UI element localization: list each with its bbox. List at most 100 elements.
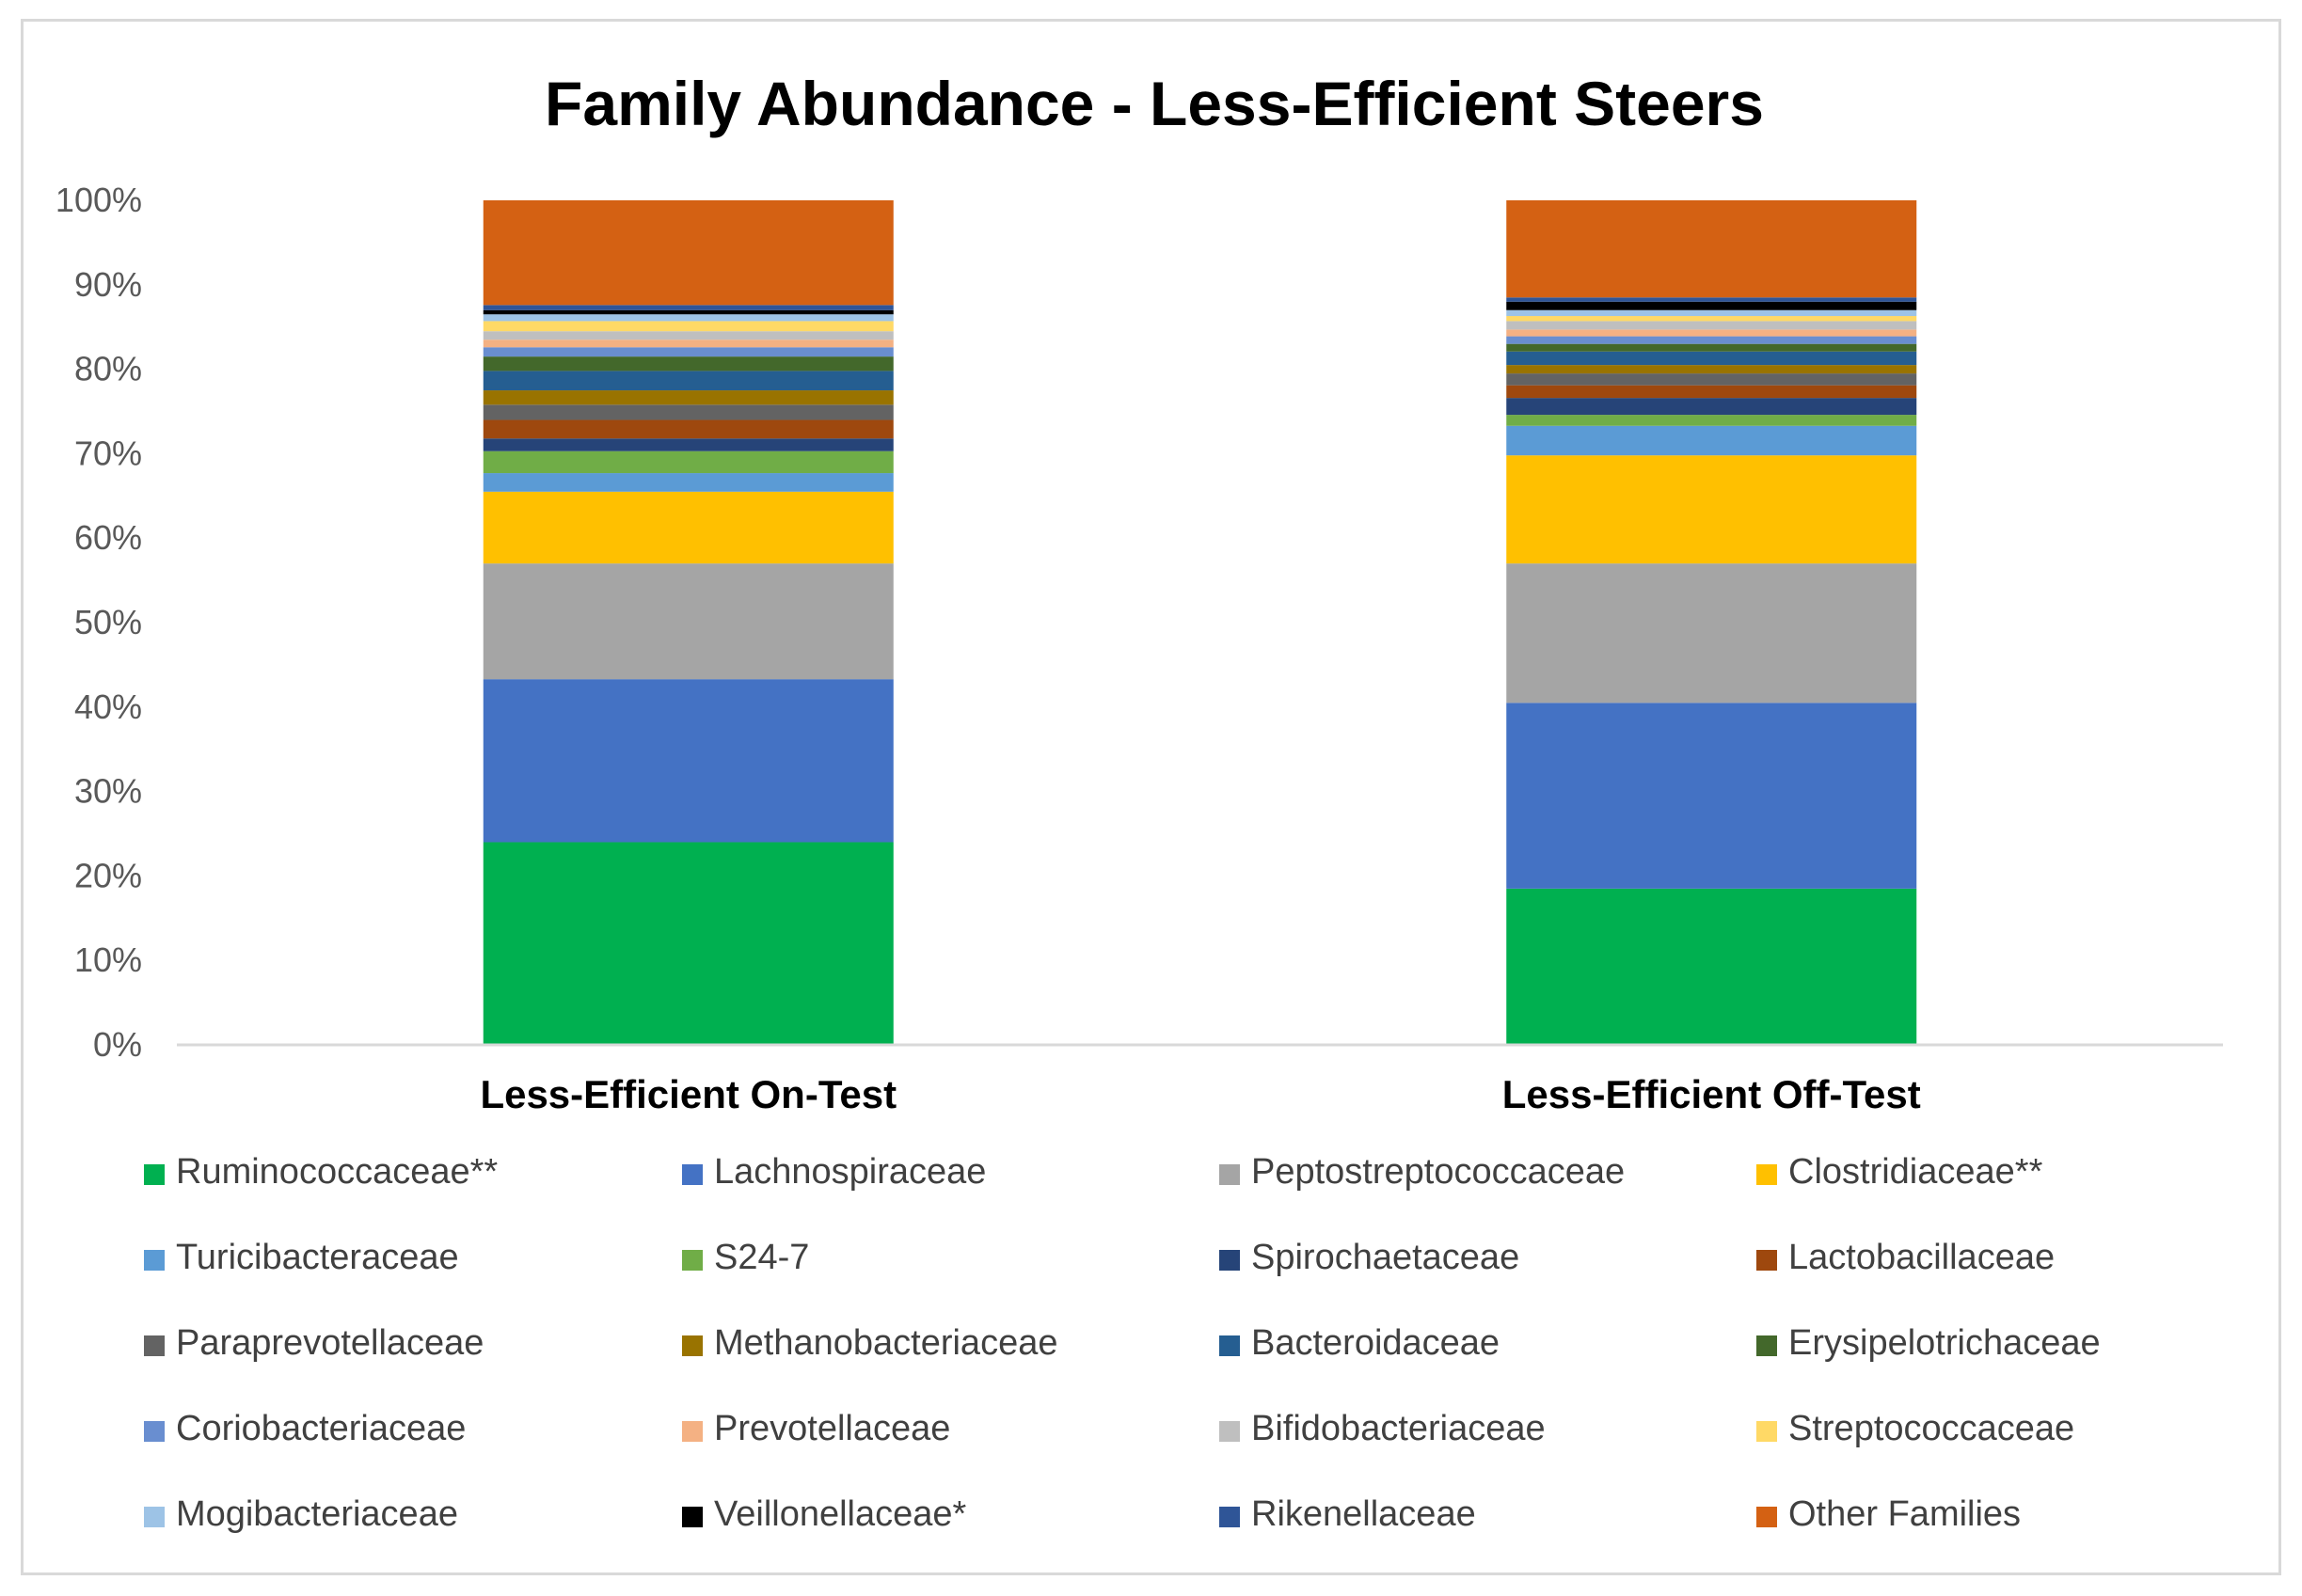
bar-stack (483, 200, 894, 1045)
bar-segment (483, 450, 894, 474)
bar-segment (483, 321, 894, 332)
legend-label: Coriobacteriaceae (176, 1409, 466, 1448)
legend-label: Erysipelotrichaceae (1788, 1323, 2101, 1363)
x-category-label: Less-Efficient Off-Test (1502, 1072, 1921, 1116)
y-tick-label: 20% (74, 856, 142, 894)
legend-item: Coriobacteriaceae (144, 1409, 466, 1448)
y-tick-label: 80% (74, 350, 142, 388)
legend-label: Lactobacillaceae (1788, 1238, 2055, 1277)
legend-label: Streptococcaceae (1788, 1409, 2074, 1448)
bar-segment (483, 473, 894, 492)
legend-swatch (682, 1421, 703, 1442)
legend-item: S24-7 (682, 1238, 809, 1277)
legend-label: Turicibacteraceae (176, 1238, 459, 1277)
legend-swatch (682, 1250, 703, 1271)
y-tick-label: 50% (74, 603, 142, 641)
legend-item: Ruminococcaceae** (144, 1152, 498, 1192)
legend-label: Veillonellaceae* (714, 1494, 967, 1534)
legend-swatch (1756, 1250, 1777, 1271)
bar-segment (483, 563, 894, 680)
bar-segment (1506, 888, 1917, 1045)
bar-segment (1506, 373, 1917, 386)
bar-segment (1506, 385, 1917, 399)
y-tick-label: 0% (93, 1025, 142, 1064)
bar-segment (1506, 200, 1917, 298)
bar-segment (483, 842, 894, 1045)
y-tick-label: 10% (74, 940, 142, 979)
legend-swatch (1219, 1421, 1240, 1442)
legend-item: Prevotellaceae (682, 1409, 950, 1448)
legend-swatch (682, 1507, 703, 1527)
y-tick-label: 40% (74, 687, 142, 726)
stacked-bar-chart: Family Abundance - Less-Efficient Steers… (56, 69, 2223, 1534)
legend-label: Ruminococcaceae** (176, 1152, 498, 1192)
bar-segment (1506, 297, 1917, 302)
y-tick-label: 100% (56, 181, 142, 219)
legend-label: Methanobacteriaceae (714, 1323, 1057, 1363)
bar-segment (483, 314, 894, 322)
legend-swatch (1756, 1421, 1777, 1442)
legend-item: Bifidobacteriaceae (1219, 1409, 1546, 1448)
legend-swatch (1756, 1335, 1777, 1356)
legend-swatch (144, 1335, 165, 1356)
x-axis-categories: Less-Efficient On-Test Less-Efficient Off… (480, 1072, 1920, 1116)
bar-segment (483, 200, 894, 306)
legend-item: Other Families (1756, 1494, 2021, 1534)
y-tick-label: 90% (74, 265, 142, 304)
legend-item: Veillonellaceae* (682, 1494, 967, 1534)
bar-segment (483, 371, 894, 391)
legend-swatch (1219, 1250, 1240, 1271)
legend-label: Paraprevotellaceae (176, 1323, 484, 1363)
chart-frame: Family Abundance - Less-Efficient Steers… (21, 19, 2281, 1575)
legend-swatch (682, 1164, 703, 1185)
legend-item: Peptostreptococcaceae (1219, 1152, 1625, 1192)
bar-segment (483, 438, 894, 451)
legend-item: Clostridiaceae** (1756, 1152, 2043, 1192)
bar-segment (1506, 703, 1917, 889)
legend-swatch (682, 1335, 703, 1356)
legend-label: Other Families (1788, 1494, 2021, 1534)
legend-label: Peptostreptococcaceae (1251, 1152, 1625, 1192)
legend-label: Clostridiaceae** (1788, 1152, 2043, 1192)
bar-segment (483, 331, 894, 340)
legend-label: S24-7 (714, 1238, 809, 1277)
legend-label: Bacteroidaceae (1251, 1323, 1500, 1363)
bar-segment (483, 679, 894, 843)
legend-swatch (144, 1164, 165, 1185)
bar-segment (483, 340, 894, 348)
legend-label: Mogibacteriaceae (176, 1494, 458, 1534)
chart-title: Family Abundance - Less-Efficient Steers (545, 69, 1764, 138)
legend-label: Bifidobacteriaceae (1251, 1409, 1546, 1448)
legend-swatch (1756, 1164, 1777, 1185)
bar-segment (483, 305, 894, 310)
bars (483, 200, 1917, 1045)
legend-swatch (144, 1421, 165, 1442)
legend-label: Lachnospiraceae (714, 1152, 986, 1192)
legend-swatch (144, 1250, 165, 1271)
bar-segment (1506, 301, 1917, 310)
legend-swatch (144, 1507, 165, 1527)
legend-swatch (1219, 1335, 1240, 1356)
bar-segment (483, 491, 894, 564)
bar-segment (1506, 309, 1917, 317)
bar-segment (1506, 455, 1917, 564)
legend-item: Spirochaetaceae (1219, 1238, 1519, 1277)
legend-swatch (1756, 1507, 1777, 1527)
bar-segment (1506, 351, 1917, 366)
bar-segment (483, 309, 894, 315)
legend-item: Turicibacteraceae (144, 1238, 459, 1277)
y-tick-label: 70% (74, 434, 142, 472)
legend-item: Rikenellaceae (1219, 1494, 1476, 1534)
bar-segment (1506, 316, 1917, 322)
legend-item: Erysipelotrichaceae (1756, 1323, 2101, 1363)
legend-swatch (1219, 1164, 1240, 1185)
bar-segment (1506, 321, 1917, 330)
bar-segment (1506, 336, 1917, 344)
legend-item: Streptococcaceae (1756, 1409, 2074, 1448)
legend-item: Mogibacteriaceae (144, 1494, 458, 1534)
bar-segment (483, 390, 894, 405)
y-tick-label: 30% (74, 772, 142, 811)
bar-segment (1506, 415, 1917, 426)
y-tick-label: 60% (74, 518, 142, 557)
legend-item: Paraprevotellaceae (144, 1323, 484, 1363)
